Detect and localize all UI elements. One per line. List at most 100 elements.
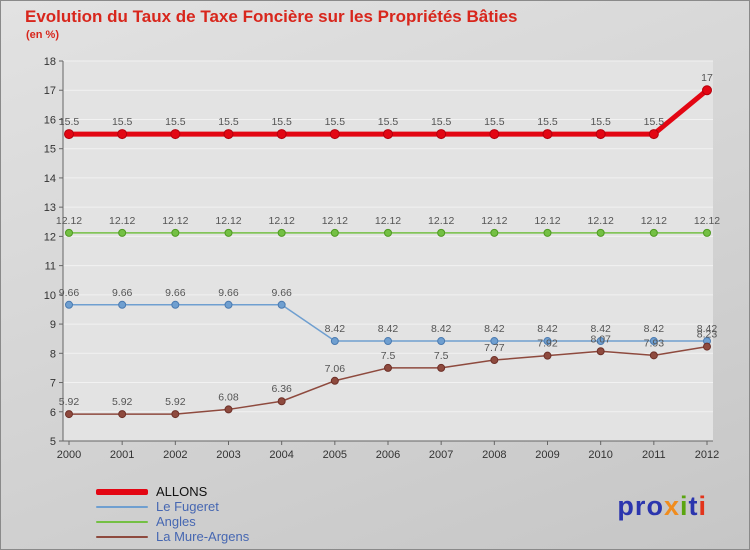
data-point: [702, 85, 712, 96]
data-point: [703, 228, 711, 237]
data-point: [384, 337, 392, 346]
y-tick-label: 16: [44, 114, 56, 126]
data-point: [277, 397, 286, 406]
data-point-label: 12.12: [428, 215, 454, 227]
data-point-label: 15.5: [165, 116, 186, 128]
data-point: [490, 356, 499, 365]
data-point-label: 12.12: [322, 215, 348, 227]
data-point-label: 12.12: [534, 215, 560, 227]
x-tick-label: 2005: [323, 449, 347, 461]
logo-letter: t: [688, 491, 699, 521]
x-tick-label: 2009: [535, 449, 559, 461]
data-point-label: 15.5: [218, 116, 239, 128]
data-point-label: 15.5: [537, 116, 558, 128]
data-point: [277, 228, 286, 237]
y-tick-label: 13: [44, 202, 56, 214]
data-point-label: 12.12: [109, 215, 135, 227]
data-point-label: 6.08: [218, 391, 239, 403]
data-point-label: 5.92: [59, 396, 80, 408]
data-point: [224, 228, 233, 237]
data-point: [330, 376, 339, 385]
data-point-label: 12.12: [269, 215, 295, 227]
data-point: [543, 351, 552, 360]
data-point: [596, 347, 605, 356]
data-point-label: 9.66: [165, 287, 186, 299]
y-tick-label: 10: [44, 290, 56, 302]
x-tick-label: 2010: [588, 449, 612, 461]
data-point-label: 15.5: [271, 116, 292, 128]
x-tick-label: 2006: [376, 449, 400, 461]
data-point-label: 15.5: [112, 116, 133, 128]
data-point-label: 15.5: [59, 116, 80, 128]
data-point: [596, 228, 605, 237]
data-point-label: 15.5: [590, 116, 611, 128]
data-point-label: 12.12: [162, 215, 188, 227]
data-point-label: 12.12: [641, 215, 667, 227]
legend-swatch-le-fugeret: [96, 505, 148, 508]
legend-label-allons: ALLONS: [156, 483, 208, 499]
data-point-label: 8.07: [590, 333, 611, 345]
data-point: [276, 129, 287, 140]
logo-letter: i: [679, 491, 689, 521]
proxiti-logo: proxiti: [617, 491, 707, 522]
data-point-label: 8.42: [484, 323, 505, 335]
x-tick-label: 2002: [163, 449, 187, 461]
data-point: [436, 129, 447, 140]
data-point-label: 8.42: [378, 323, 399, 335]
y-tick-label: 6: [50, 407, 56, 419]
data-point: [118, 410, 127, 419]
y-tick-label: 12: [44, 231, 56, 243]
page-title: Evolution du Taux de Taxe Foncière sur l…: [25, 7, 518, 26]
data-point: [277, 300, 286, 309]
data-point-label: 8.42: [325, 323, 346, 335]
data-point: [330, 337, 339, 346]
data-point-label: 12.12: [481, 215, 507, 227]
logo-letter: o: [646, 491, 664, 521]
data-point: [65, 228, 73, 237]
y-tick-label: 8: [50, 348, 56, 360]
data-point: [595, 129, 606, 140]
data-point: [329, 129, 340, 140]
data-point: [224, 405, 233, 414]
y-tick-label: 14: [44, 173, 56, 185]
data-point-label: 17: [701, 72, 713, 84]
legend-item-allons: ALLONS: [96, 484, 249, 499]
y-tick-label: 5: [50, 436, 56, 448]
data-point-label: 5.92: [112, 396, 133, 408]
data-point-label: 15.5: [378, 116, 399, 128]
data-point: [596, 337, 605, 346]
x-tick-label: 2011: [642, 449, 666, 461]
data-point: [649, 351, 658, 360]
data-point: [65, 410, 73, 419]
data-point: [703, 342, 711, 351]
x-tick-label: 2007: [429, 449, 453, 461]
data-point: [64, 129, 74, 140]
data-point-label: 7.93: [644, 337, 665, 349]
data-point-label: 5.92: [165, 396, 186, 408]
data-point: [649, 228, 658, 237]
data-point: [490, 337, 499, 346]
data-point: [543, 337, 552, 346]
page-subtitle: (en %): [26, 29, 59, 41]
data-point: [117, 129, 128, 140]
data-point-label: 15.5: [484, 116, 505, 128]
data-point-label: 15.5: [325, 116, 346, 128]
data-point-label: 12.12: [694, 215, 720, 227]
data-point-label: 8.42: [431, 323, 452, 335]
data-point: [648, 129, 659, 140]
data-point-label: 8.42: [644, 323, 665, 335]
data-point: [383, 129, 393, 140]
data-point: [171, 300, 180, 309]
data-point: [118, 228, 127, 237]
data-point-label: 12.12: [56, 215, 82, 227]
y-tick-label: 18: [44, 56, 56, 68]
legend-item-angles: Angles: [96, 514, 249, 529]
plot-area: [63, 61, 713, 441]
y-tick-label: 15: [44, 144, 56, 156]
data-point-label: 12.12: [215, 215, 241, 227]
legend-item-la-mure-argens: La Mure-Argens: [96, 529, 249, 544]
data-point: [437, 337, 446, 346]
data-point-label: 8.42: [697, 323, 718, 335]
data-point-label: 7.06: [325, 363, 346, 375]
legend-label-le-fugeret: Le Fugeret: [156, 498, 219, 514]
